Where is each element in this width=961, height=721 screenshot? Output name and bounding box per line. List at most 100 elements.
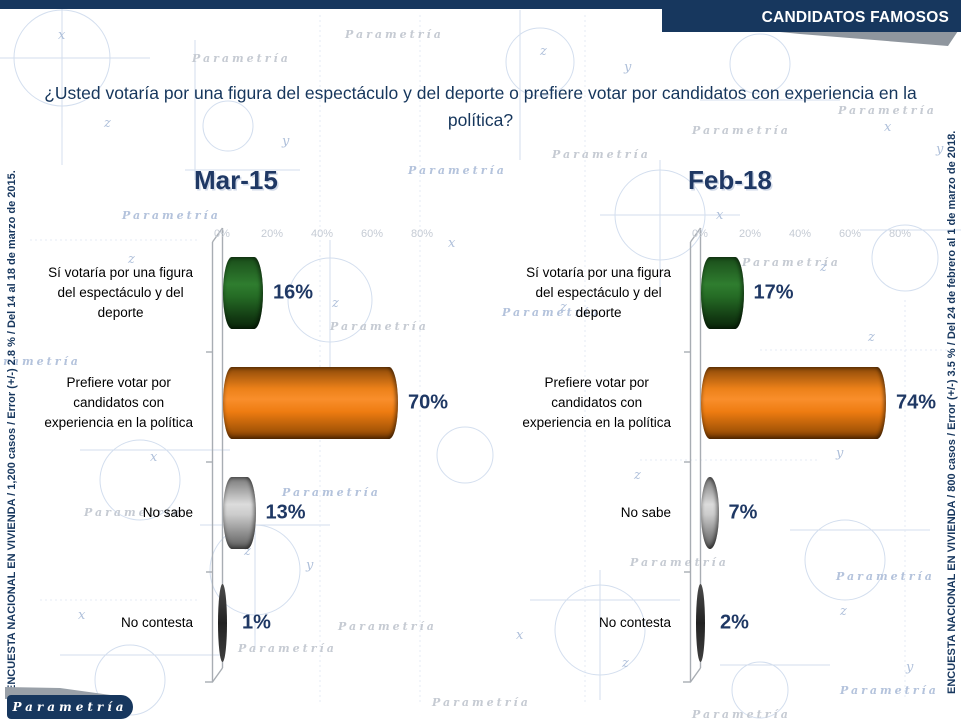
watermark-text: Parametría [692,708,791,721]
survey-question-title: ¿Usted votaría por una figura del espect… [44,83,917,131]
x-axis-tick-label: 80% [410,228,434,240]
watermark-letter: x [448,236,456,251]
value-label: 17% [753,281,794,304]
chart-row: No sabe 7% [508,458,953,568]
watermark-letter: z [820,260,827,275]
chart-title-mar-15: Mar-15 [194,165,278,195]
watermark-letter: x [78,608,86,623]
watermark-letter: z [540,44,547,59]
watermark-text: Parametría [338,620,437,633]
watermark-text: Parametría [742,256,841,269]
watermark-letter: z [332,296,339,311]
x-axis-tick-label: 40% [788,228,812,240]
category-label: No sabe [30,458,208,568]
bar-zone: 74% [686,348,953,458]
left-survey-note: ENCUESTA NACIONAL EN VIVIENDA / 1,200 ca… [6,170,18,692]
bar-si-votaria-figura [701,257,744,329]
category-label-text: Sí votaría por una figura del espectácul… [48,264,193,321]
category-label-text: No sabe [620,504,671,520]
chart-row: No contesta 2% [508,568,953,678]
watermark-text: Parametría [122,209,221,222]
category-label-text: Prefiere votar por candidatos con experi… [44,374,193,431]
category-label-text: No contesta [598,614,671,630]
parametria-logo: Parametría [7,695,133,719]
x-axis-tick-label: 60% [838,228,862,240]
watermark-letter: y [836,446,844,461]
x-axis-tick-label: 60% [360,228,384,240]
bar-zone: 16% [208,238,475,348]
value-label: 1% [242,611,271,634]
value-label: 2% [720,611,749,634]
bar-prefiere-experiencia [701,367,886,439]
watermark-text: Parametría [692,124,791,137]
value-label: 74% [896,391,937,414]
watermark-letter: y [906,660,914,675]
watermark-text: Parametría [192,52,291,65]
watermark-text: Parametría [838,104,937,117]
value-label: 13% [265,501,306,524]
bar-zone: 17% [686,238,953,348]
watermark-letter: y [624,60,632,75]
watermark-text: Parametría [840,684,939,697]
bar-zone: 1% [208,568,475,678]
x-axis-tick-label: 80% [888,228,912,240]
watermark-text: Parametría [630,556,729,569]
watermark-text: Parametría [330,320,429,333]
category-label: Prefiere votar por candidatos con experi… [30,348,208,458]
bar-zone: 13% [208,458,475,568]
header-banner: CANDIDATOS FAMOSOS [662,4,961,32]
watermark-text: Parametría [238,642,337,655]
bar-no-contesta [218,584,227,662]
category-label: No contesta [508,568,686,678]
category-label: Prefiere votar por candidatos con experi… [508,348,686,458]
watermark-letter: x [58,28,66,43]
watermark-letter: z [634,468,641,483]
category-label: No contesta [30,568,208,678]
category-label-text: No sabe [142,504,193,520]
watermark-letter: x [716,208,724,223]
watermark-text: Parametría [836,570,935,583]
value-label: 70% [408,391,449,414]
x-axis-tick-label: 20% [260,228,284,240]
category-label: No sabe [508,458,686,568]
top-bar [0,0,961,9]
value-label: 16% [273,281,314,304]
chart-row: Sí votaría por una figura del espectácul… [30,238,475,348]
watermark-letter: z [622,656,629,671]
value-label: 7% [728,501,758,524]
watermark-letter: x [150,450,158,465]
chart-panel-mar-15: 0% 20% 40% 60% 80% Sí votaría por una figura … [30,225,475,705]
watermark-text: Parametría [408,164,507,177]
chart-title-feb-18: Feb-18 [688,165,772,195]
bar-no-contesta [696,584,705,662]
watermark-letter: z [128,252,135,267]
bar-zone: 7% [686,458,953,568]
watermark-letter: z [868,330,875,345]
category-label-text: Prefiere votar por candidatos con experi… [522,374,671,431]
bar-zone: 2% [686,568,953,678]
bar-no-sabe [223,477,256,549]
chart-row: Prefiere votar por candidatos con experi… [30,348,475,458]
x-axis-tick-label: 20% [738,228,762,240]
watermark-letter: y [306,558,314,573]
watermark-letter: z [840,604,847,619]
chart-rows: Sí votaría por una figura del espectácul… [30,238,475,678]
watermark-letter: y [936,142,944,157]
bar-no-sabe [701,477,719,549]
chart-rows: Sí votaría por una figura del espectácul… [508,238,953,678]
watermark-text: Parametría [502,306,601,319]
chart-row: Sí votaría por una figura del espectácul… [508,238,953,348]
watermark-letter: z [244,544,251,559]
watermark-text: Parametría [345,28,444,41]
watermark-letter: z [560,300,567,315]
chart-panel-feb-18: 0% 20% 40% 60% 80% Sí votaría por una figura … [508,225,953,705]
watermark-letter: x [884,120,892,135]
watermark-letter: y [282,134,290,149]
bar-prefiere-experiencia [223,367,398,439]
watermark-letter: z [104,116,111,131]
category-label-text: Sí votaría por una figura del espectácul… [526,264,671,321]
watermark-text: Parametría [552,148,651,161]
chart-row: Prefiere votar por candidatos con experi… [508,348,953,458]
category-label: Sí votaría por una figura del espectácul… [30,238,208,348]
